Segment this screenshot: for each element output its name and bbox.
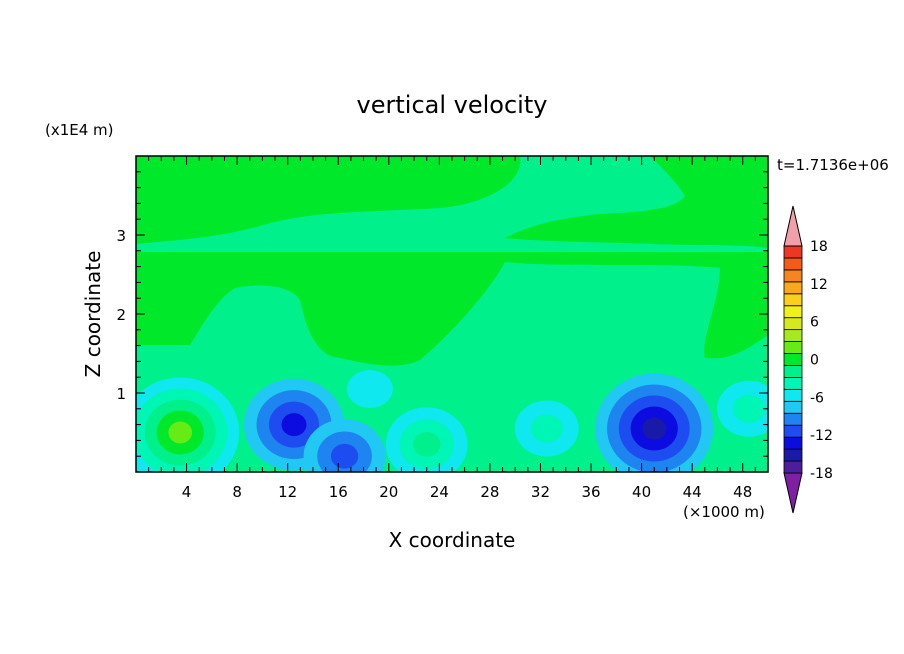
- colorbar-tick-label: 18: [810, 239, 828, 255]
- x-tick-label: 32: [531, 483, 550, 501]
- contour-level: [733, 394, 766, 423]
- field-band-mid: [136, 252, 768, 366]
- x-tick-label: 44: [683, 483, 702, 501]
- colorbar-lower-arrow: [783, 472, 803, 514]
- x-tick-labels: 4 8 12 16 20 24 28 32 36 40 44 48: [182, 483, 752, 501]
- x-axis-label: X coordinate: [389, 528, 516, 552]
- time-label: t=1.7136e+06: [777, 156, 889, 174]
- downdraft-cell: [244, 378, 344, 471]
- colorbar-tick-label: -18: [810, 466, 833, 482]
- plot-frame: [135, 155, 769, 473]
- y-tick-label: 1: [116, 385, 126, 403]
- x-unit-label: (×1000 m): [683, 503, 765, 521]
- colorbar-box: [783, 269, 803, 283]
- colorbar-tick-label: 0: [810, 353, 819, 369]
- colorbar-box: [783, 305, 803, 319]
- colorbar-tick-label: 6: [810, 315, 819, 331]
- colorbar-box: [783, 365, 803, 378]
- x-tick-label: 8: [232, 483, 242, 501]
- x-tick-label: 40: [632, 483, 651, 501]
- updraft-cell: [346, 370, 393, 409]
- updraft-cell: [385, 407, 468, 472]
- y-unit-label: (x1E4 m): [45, 121, 114, 139]
- contour-level: [281, 413, 307, 437]
- updraft-cell: [514, 400, 579, 457]
- field-band-upper: [136, 156, 521, 244]
- contour-level: [413, 432, 441, 457]
- contour-level: [642, 417, 667, 440]
- colorbar-box: [783, 412, 803, 426]
- colorbar-box: [783, 424, 803, 438]
- colorbar-box: [783, 400, 803, 414]
- y-tick-label: 3: [116, 227, 126, 245]
- contour-level: [346, 370, 393, 409]
- colorbar-box: [783, 388, 803, 402]
- colorbar-box: [783, 329, 803, 342]
- colorbar-box: [783, 281, 803, 295]
- x-tick-label: 28: [480, 483, 499, 501]
- downdraft-cell: [303, 419, 386, 472]
- axis-ticks: [135, 155, 769, 473]
- colorbar-box: [783, 317, 803, 331]
- x-tick-label: 12: [278, 483, 297, 501]
- contour-level: [530, 414, 563, 443]
- colorbar-box: [783, 341, 803, 354]
- contour-level: [168, 421, 193, 444]
- colorbar-box: [783, 353, 803, 366]
- y-tick-labels: 1 2 3: [116, 227, 126, 403]
- downdraft-cell: [595, 373, 714, 472]
- colorbar-tick-label: -12: [810, 428, 833, 444]
- colorbar-box: [783, 257, 803, 271]
- colorbar-box: [783, 245, 803, 259]
- x-tick-label: 16: [329, 483, 348, 501]
- colorbar: 18 12 6 0 -6 -12 -18: [783, 205, 833, 514]
- y-axis-label: Z coordinate: [81, 251, 105, 378]
- x-tick-label: 48: [733, 483, 752, 501]
- updraft-cell: [136, 377, 240, 472]
- colorbar-tick-label: -6: [810, 390, 824, 406]
- x-tick-label: 4: [182, 483, 192, 501]
- colorbar-box: [783, 293, 803, 307]
- field-band-upper-right: [505, 156, 768, 248]
- x-tick-label: 20: [379, 483, 398, 501]
- contour-field: [136, 156, 768, 472]
- x-tick-label: 36: [581, 483, 600, 501]
- colorbar-box: [783, 436, 803, 450]
- colorbar-tick-label: 12: [810, 277, 828, 293]
- y-tick-label: 2: [116, 306, 126, 324]
- colorbar-box: [783, 460, 803, 474]
- x-tick-label: 24: [430, 483, 449, 501]
- chart-title: vertical velocity: [357, 91, 548, 119]
- colorbar-box: [783, 377, 803, 390]
- colorbar-upper-arrow: [783, 205, 803, 247]
- contour-level: [330, 443, 359, 469]
- updraft-cell: [717, 380, 768, 437]
- colorbar-box: [783, 448, 803, 462]
